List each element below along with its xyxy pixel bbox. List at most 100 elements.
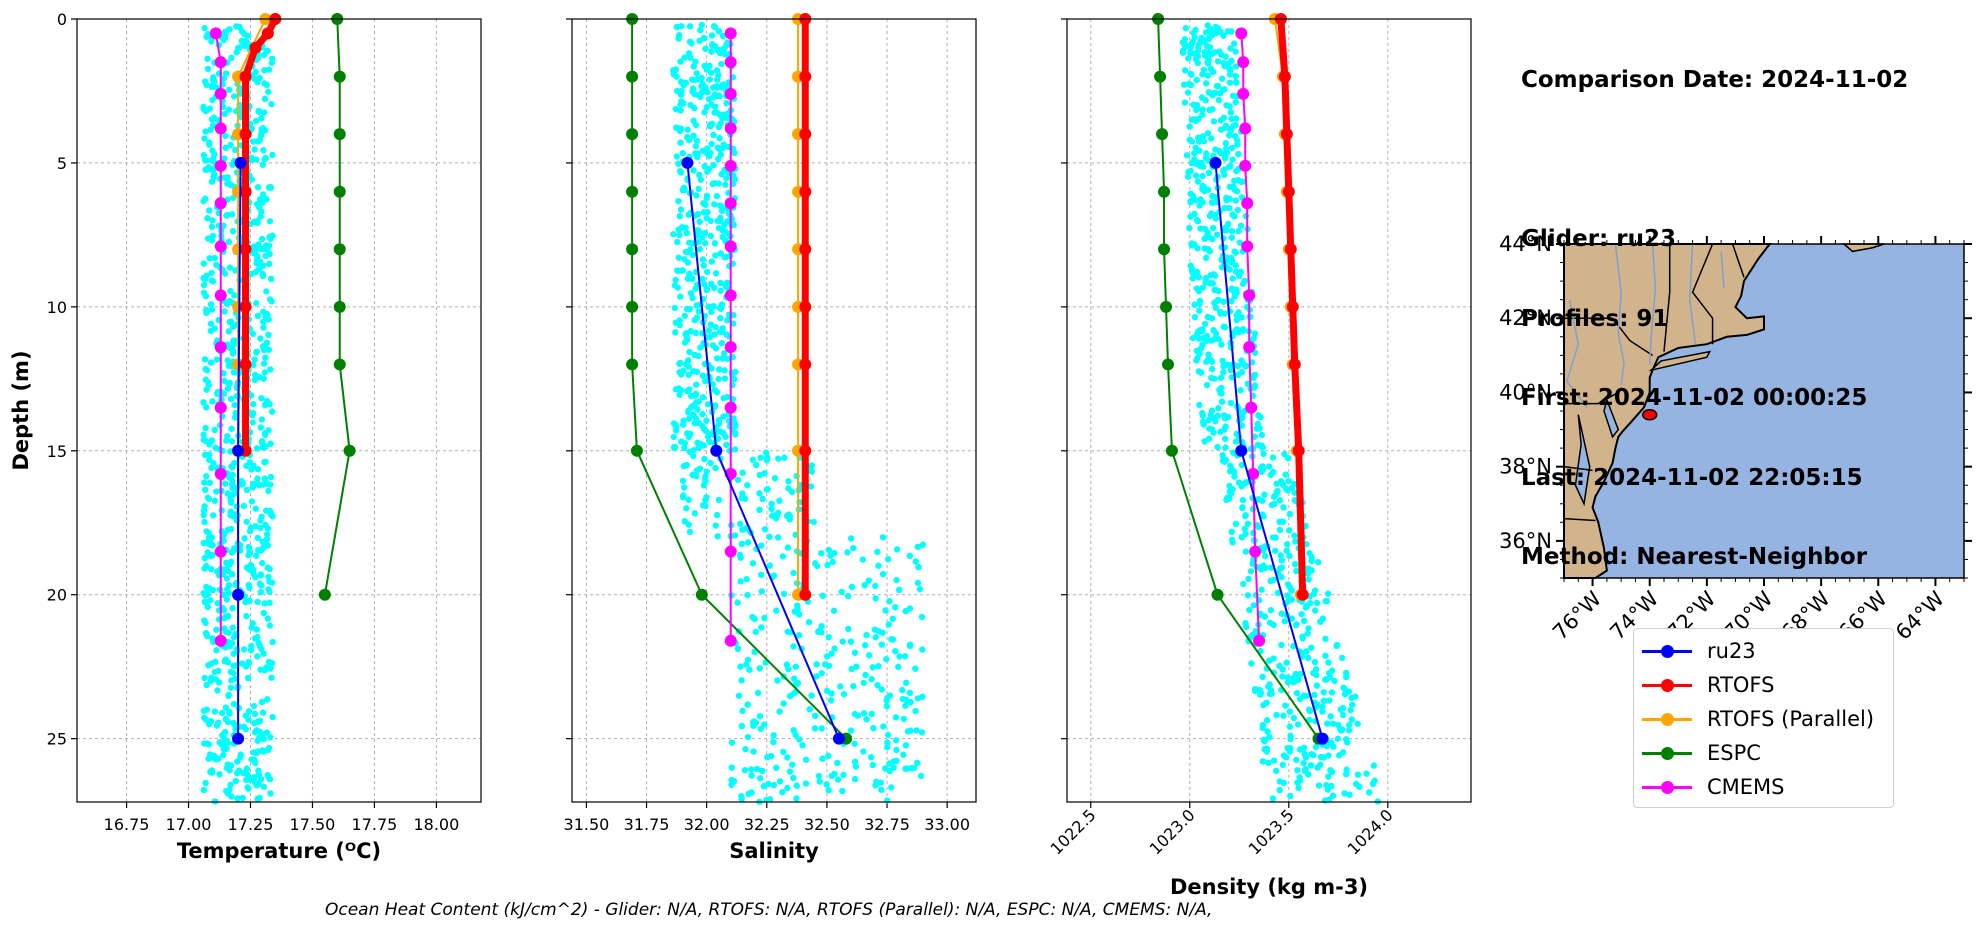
glider-scatter-point — [222, 787, 230, 795]
glider-scatter-point — [1246, 606, 1253, 614]
glider-scatter-point — [1199, 111, 1206, 118]
glider-scatter-point — [756, 775, 764, 782]
glider-scatter-point — [1284, 744, 1291, 752]
glider-scatter-point — [1269, 795, 1277, 802]
glider-scatter-point — [757, 454, 764, 461]
glider-scatter-point — [1330, 743, 1337, 750]
glider-scatter-point — [1233, 316, 1241, 324]
glider-scatter-point — [210, 155, 217, 163]
glider-scatter-point — [266, 218, 274, 225]
glider-scatter-point — [749, 613, 756, 621]
series-marker-espc — [333, 70, 346, 83]
glider-scatter-point — [1325, 752, 1332, 759]
glider-scatter-point — [723, 175, 730, 182]
glider-scatter-point — [257, 517, 264, 524]
glider-scatter-point — [676, 368, 683, 376]
glider-scatter-point — [1282, 702, 1289, 709]
glider-scatter-point — [244, 784, 251, 791]
glider-scatter-point — [1331, 677, 1338, 685]
glider-scatter-point — [226, 642, 234, 650]
glider-scatter-point — [213, 626, 220, 633]
glider-scatter-point — [707, 149, 714, 157]
glider-scatter-point — [1206, 425, 1213, 432]
glider-scatter-point — [263, 729, 271, 736]
glider-scatter-point — [200, 197, 207, 205]
glider-scatter-point — [715, 420, 723, 427]
glider-scatter-point — [1228, 536, 1236, 544]
glider-scatter-point — [706, 123, 714, 130]
glider-scatter-point — [673, 73, 680, 80]
glider-scatter-point — [697, 176, 705, 183]
series-marker-rtofs — [1288, 358, 1301, 371]
glider-scatter-point — [204, 494, 212, 502]
glider-scatter-point — [692, 329, 700, 337]
glider-scatter-point — [259, 709, 267, 716]
glider-scatter-point — [250, 480, 257, 488]
glider-scatter-point — [918, 729, 926, 736]
glider-scatter-point — [869, 761, 877, 769]
glider-scatter-point — [1231, 132, 1239, 140]
glider-scatter-point — [212, 676, 220, 683]
glider-scatter-point — [1265, 759, 1272, 766]
glider-scatter-point — [1251, 330, 1259, 337]
series-marker-rtofs — [239, 300, 252, 313]
glider-scatter-point — [819, 592, 826, 599]
glider-scatter-point — [902, 702, 909, 709]
glider-scatter-point — [1205, 416, 1213, 424]
glider-scatter-point — [1203, 150, 1210, 157]
glider-scatter-point — [1276, 497, 1284, 504]
glider-scatter-point — [774, 677, 781, 684]
glider-scatter-point — [918, 613, 926, 621]
glider-scatter-point — [1203, 332, 1211, 340]
glider-scatter-point — [1185, 55, 1192, 62]
glider-scatter-point — [200, 399, 207, 406]
glider-scatter-point — [204, 65, 212, 73]
glider-scatter-point — [1222, 122, 1230, 129]
glider-scatter-point — [784, 754, 791, 761]
glider-scatter-point — [204, 55, 211, 63]
glider-scatter-point — [1308, 644, 1315, 651]
glider-scatter-point — [863, 631, 870, 639]
state-border — [1563, 517, 1596, 522]
glider-scatter-point — [232, 414, 239, 421]
glider-scatter-point — [1207, 411, 1215, 418]
glider-scatter-point — [1220, 167, 1227, 174]
glider-scatter-point — [228, 571, 236, 578]
glider-scatter-point — [865, 652, 873, 659]
glider-scatter-point — [776, 778, 784, 785]
glider-scatter-point — [718, 207, 726, 214]
glider-scatter-point — [1232, 520, 1240, 528]
glider-scatter-point — [1208, 135, 1215, 142]
glider-scatter-point — [209, 278, 217, 285]
glider-scatter-point — [677, 139, 684, 146]
glider-scatter-point — [912, 707, 919, 715]
glider-scatter-point — [716, 304, 724, 312]
glider-scatter-point — [1278, 557, 1286, 564]
glider-scatter-point — [693, 314, 701, 321]
glider-scatter-point — [847, 535, 855, 542]
glider-scatter-point — [737, 663, 744, 670]
series-marker-cmems — [214, 545, 227, 558]
glider-scatter-point — [813, 673, 820, 680]
glider-scatter-point — [815, 772, 823, 780]
glider-scatter-point — [1192, 26, 1199, 34]
glider-scatter-point — [696, 37, 703, 45]
glider-scatter-point — [680, 184, 688, 192]
glider-scatter-point — [263, 531, 271, 538]
glider-scatter-point — [1270, 621, 1277, 629]
glider-scatter-point — [264, 525, 272, 532]
glider-scatter-point — [1199, 341, 1206, 348]
series-marker-cmems — [1249, 545, 1262, 558]
glider-scatter-point — [1280, 712, 1287, 719]
glider-scatter-point — [890, 758, 898, 765]
glider-scatter-point — [780, 700, 787, 707]
glider-scatter-point — [716, 366, 723, 373]
glider-scatter-point — [824, 561, 831, 569]
glider-scatter-point — [1188, 116, 1196, 123]
glider-scatter-point — [831, 549, 838, 557]
glider-scatter-point — [1270, 655, 1277, 662]
panel-frame — [76, 18, 482, 803]
glider-scatter-point — [1239, 359, 1246, 367]
glider-scatter-point — [230, 633, 238, 641]
glider-scatter-point — [1209, 235, 1216, 243]
